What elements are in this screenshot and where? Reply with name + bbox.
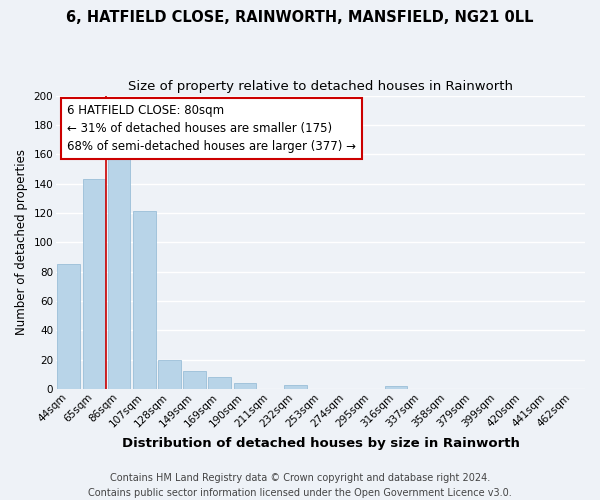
Y-axis label: Number of detached properties: Number of detached properties [15,150,28,336]
Title: Size of property relative to detached houses in Rainworth: Size of property relative to detached ho… [128,80,513,93]
Bar [83,179,105,389]
Bar [58,264,80,389]
Bar [108,147,130,389]
X-axis label: Distribution of detached houses by size in Rainworth: Distribution of detached houses by size … [122,437,520,450]
Bar [385,386,407,389]
Bar [233,383,256,389]
Text: 6, HATFIELD CLOSE, RAINWORTH, MANSFIELD, NG21 0LL: 6, HATFIELD CLOSE, RAINWORTH, MANSFIELD,… [66,10,534,25]
Bar [183,372,206,389]
Text: Contains HM Land Registry data © Crown copyright and database right 2024.
Contai: Contains HM Land Registry data © Crown c… [88,472,512,498]
Bar [208,378,231,389]
Text: 6 HATFIELD CLOSE: 80sqm
← 31% of detached houses are smaller (175)
68% of semi-d: 6 HATFIELD CLOSE: 80sqm ← 31% of detache… [67,104,356,154]
Bar [158,360,181,389]
Bar [284,384,307,389]
Bar [133,212,155,389]
